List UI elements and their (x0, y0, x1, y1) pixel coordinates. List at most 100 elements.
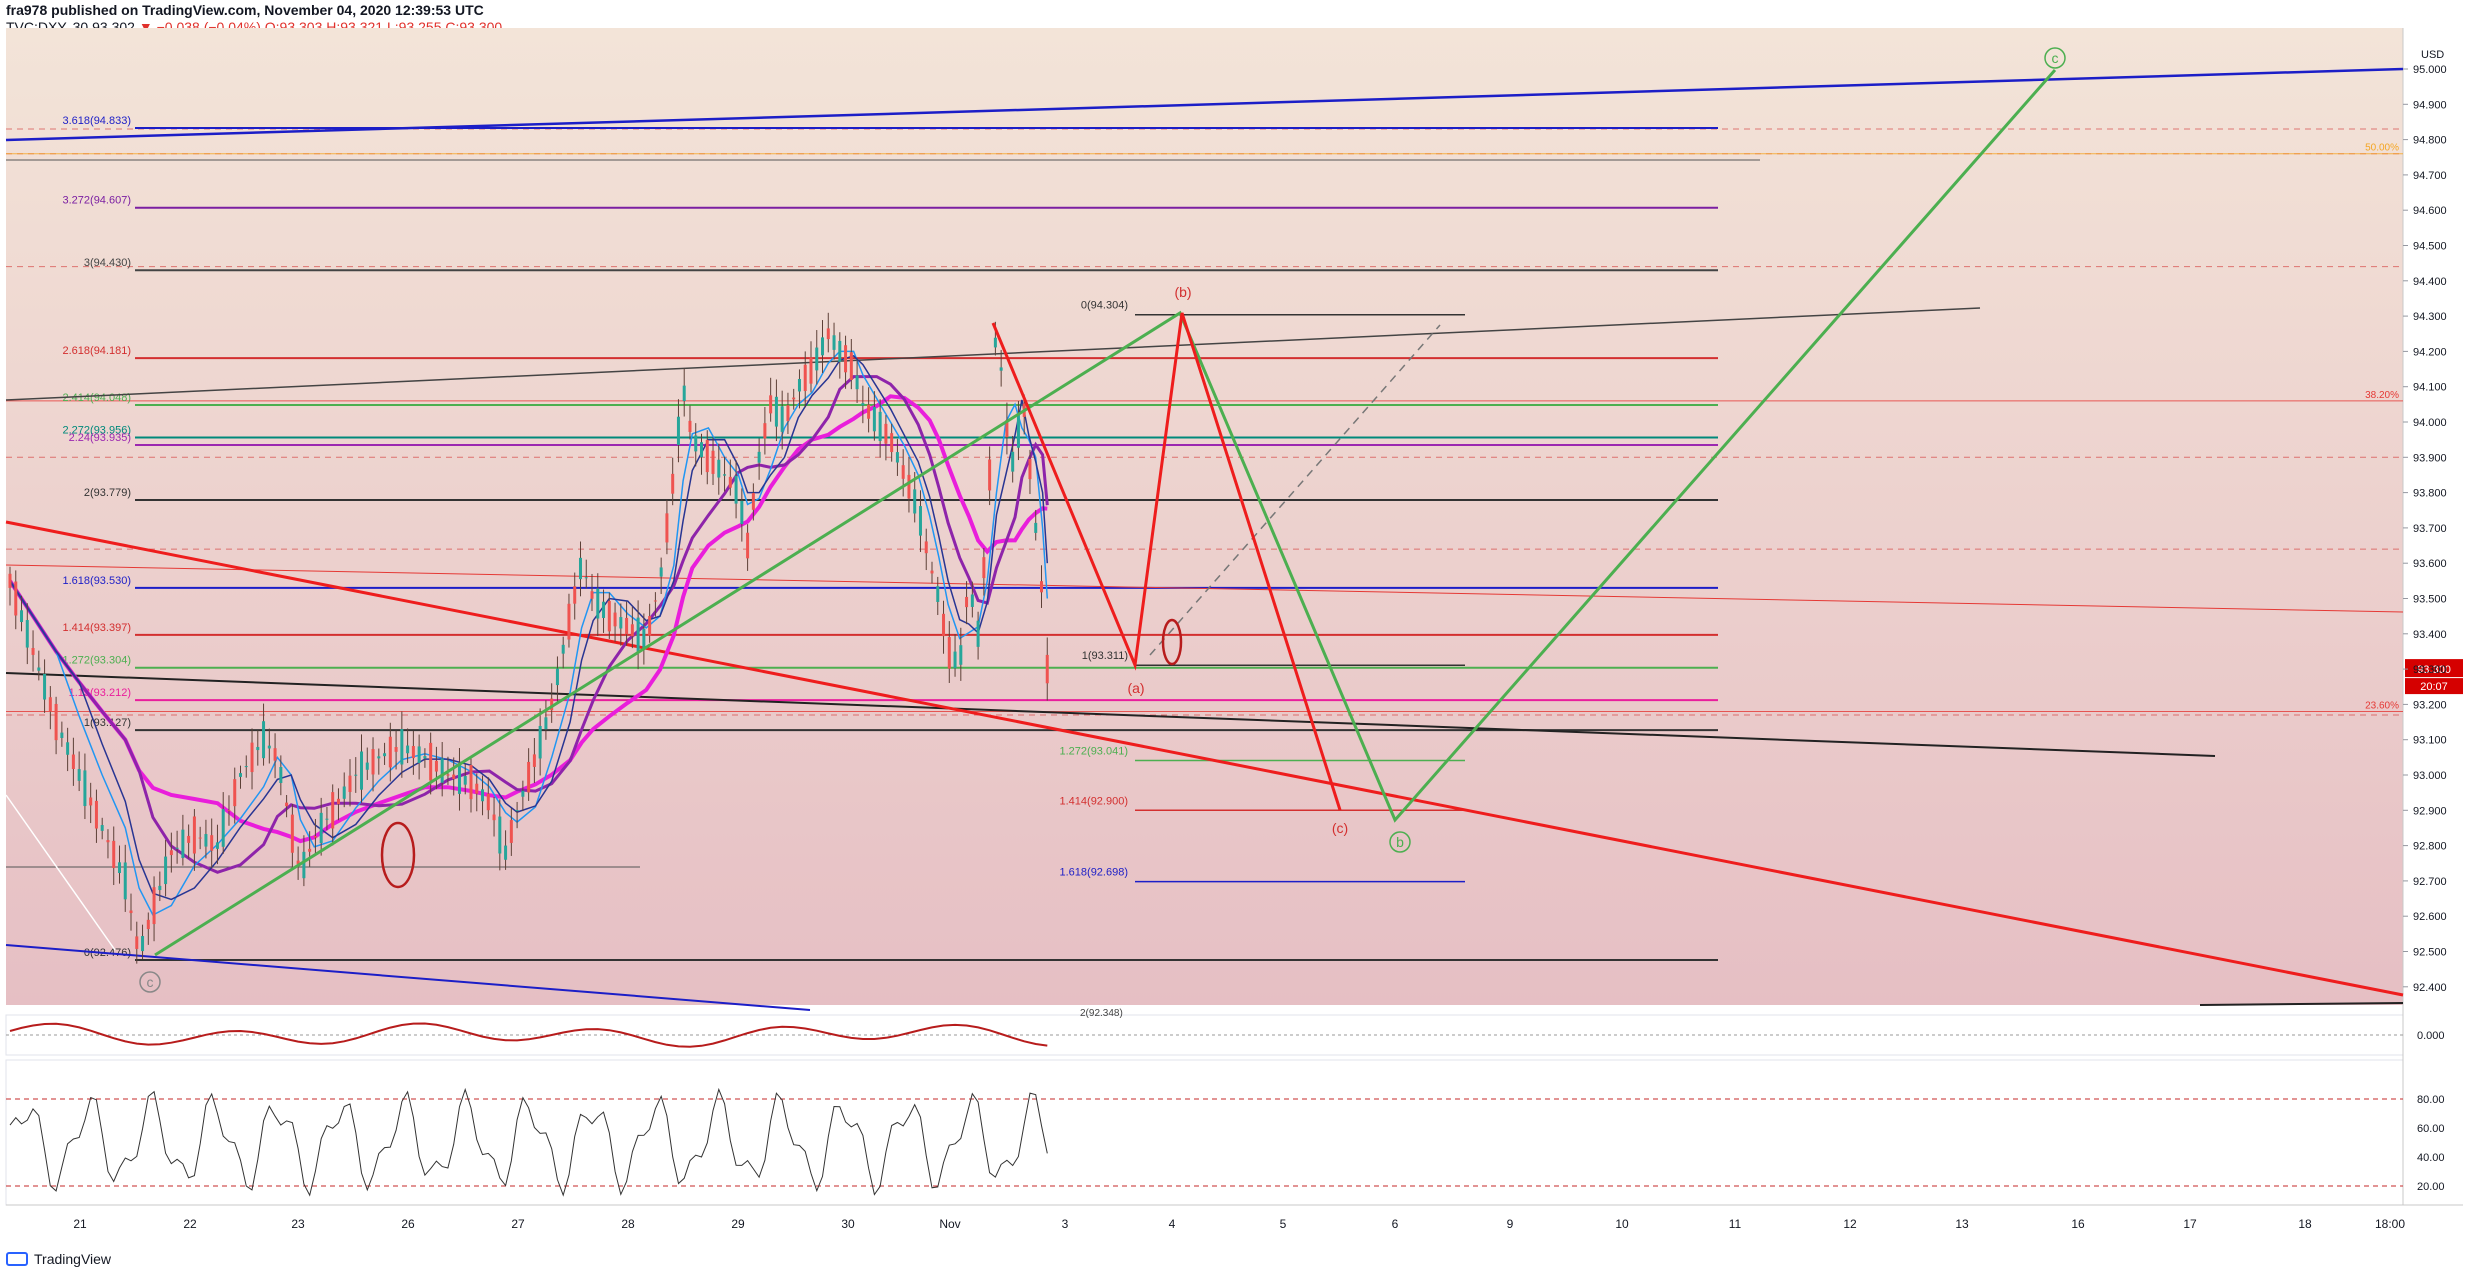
candle-body (313, 836, 317, 838)
y-tick-label: 92.500 (2413, 947, 2447, 959)
candle-body (607, 600, 611, 632)
candle-body (723, 474, 727, 476)
candle-body (475, 783, 479, 794)
candle-body (446, 774, 450, 776)
ma-navy-line (9, 354, 1049, 901)
candle-body (210, 835, 214, 851)
candle-body (37, 667, 41, 671)
y-tick-label: 93.100 (2413, 735, 2447, 747)
candle-body (901, 465, 905, 479)
candle-body (630, 624, 634, 637)
ma-magenta-line (8, 394, 1048, 844)
candle-body (711, 450, 715, 474)
wave-label: c (147, 974, 154, 990)
candle-body (602, 601, 606, 618)
x-tick-label: 30 (841, 1217, 855, 1231)
x-tick-label: 22 (183, 1217, 197, 1231)
candle-body (129, 910, 133, 914)
candle-body (348, 775, 352, 792)
candle-body (924, 541, 928, 554)
candle-body (325, 818, 329, 820)
rsi-pane-background (5, 1059, 2404, 1206)
y-tick-label: 92.600 (2413, 911, 2447, 923)
candle-body (1005, 419, 1009, 438)
y-tick-label: 94.700 (2413, 170, 2447, 182)
candle-body (694, 435, 698, 452)
candle-body (504, 845, 508, 860)
candle-body (988, 459, 992, 491)
candle-body (682, 385, 686, 402)
y-tick-label: 92.900 (2413, 805, 2447, 817)
fib-level-label: 1.618(93.530) (63, 575, 132, 587)
candle-body (296, 860, 300, 865)
candle-body (717, 459, 721, 478)
candle-body (751, 493, 755, 510)
y-tick-label: 93.500 (2413, 594, 2447, 606)
candle-body (976, 620, 980, 647)
fib-level-label: 2.24(93.935) (69, 432, 131, 444)
candle-body (821, 337, 825, 356)
candle-body (809, 357, 813, 384)
black-resistance-line (5, 307, 1981, 401)
retracement-label: 23.60% (2365, 700, 2399, 711)
candle-body (164, 856, 168, 885)
candle-body (913, 489, 917, 514)
candle-body (486, 793, 490, 811)
candle-body (642, 628, 646, 650)
wave-label: c (2052, 50, 2059, 66)
candle-body (77, 769, 81, 781)
candle-body (262, 721, 266, 759)
ma-purple-line (8, 375, 1049, 874)
candle-body (440, 758, 444, 783)
tradingview-logo[interactable]: TradingView (6, 1251, 111, 1267)
x-tick-label: 16 (2071, 1217, 2085, 1231)
rsi-line (9, 1087, 1048, 1197)
candle-body (457, 763, 461, 794)
candle-body (383, 753, 387, 757)
candle-body (1028, 459, 1032, 480)
candle-body (786, 405, 790, 422)
fib-level-label: 3.618(94.833) (63, 115, 132, 127)
candle-body (728, 476, 732, 488)
candle-body (769, 395, 773, 414)
countdown-label: 20:07 (2420, 681, 2448, 693)
x-tick-label: 10 (1615, 1217, 1629, 1231)
x-tick-label: 18 (2298, 1217, 2312, 1231)
wave-label-circle (1389, 831, 1411, 853)
candle-body (117, 862, 121, 874)
macd-zero-label: 0.000 (2417, 1030, 2445, 1042)
candle-body (152, 887, 156, 925)
fib-level-label: 1.272(93.304) (63, 655, 132, 667)
candle-body (550, 698, 554, 711)
candle-body (832, 335, 836, 350)
fib-level-label: 1.13(93.212) (69, 687, 131, 699)
candle-body (953, 651, 957, 669)
candle-body (555, 668, 559, 686)
red-projection-path (991, 312, 1342, 811)
candle-body (676, 416, 680, 445)
candle-body (700, 442, 703, 458)
last-price-badge (2405, 659, 2463, 678)
candle-body (659, 567, 663, 577)
highlight-ellipse (380, 821, 416, 889)
wave-label-circle (2044, 47, 2066, 69)
candle-body (521, 790, 525, 797)
candle-body (377, 756, 381, 759)
candle-body (187, 835, 191, 843)
candle-body (774, 396, 778, 427)
candle-body (746, 532, 750, 559)
y-tick-label: 93.600 (2413, 558, 2447, 570)
wave-label: b (1396, 834, 1404, 850)
y-tick-label: 94.900 (2413, 99, 2447, 111)
x-tick-label: 12 (1843, 1217, 1857, 1231)
rsi-level-label: 20.00 (2417, 1181, 2445, 1193)
candle-body (308, 848, 312, 852)
candle-body (815, 347, 819, 371)
candle-body (763, 423, 767, 439)
y-tick-label: 93.300 (2413, 664, 2447, 676)
candle-body (302, 851, 306, 879)
candle-body (780, 406, 784, 432)
candle-body (596, 588, 600, 619)
candle-body (590, 591, 594, 599)
